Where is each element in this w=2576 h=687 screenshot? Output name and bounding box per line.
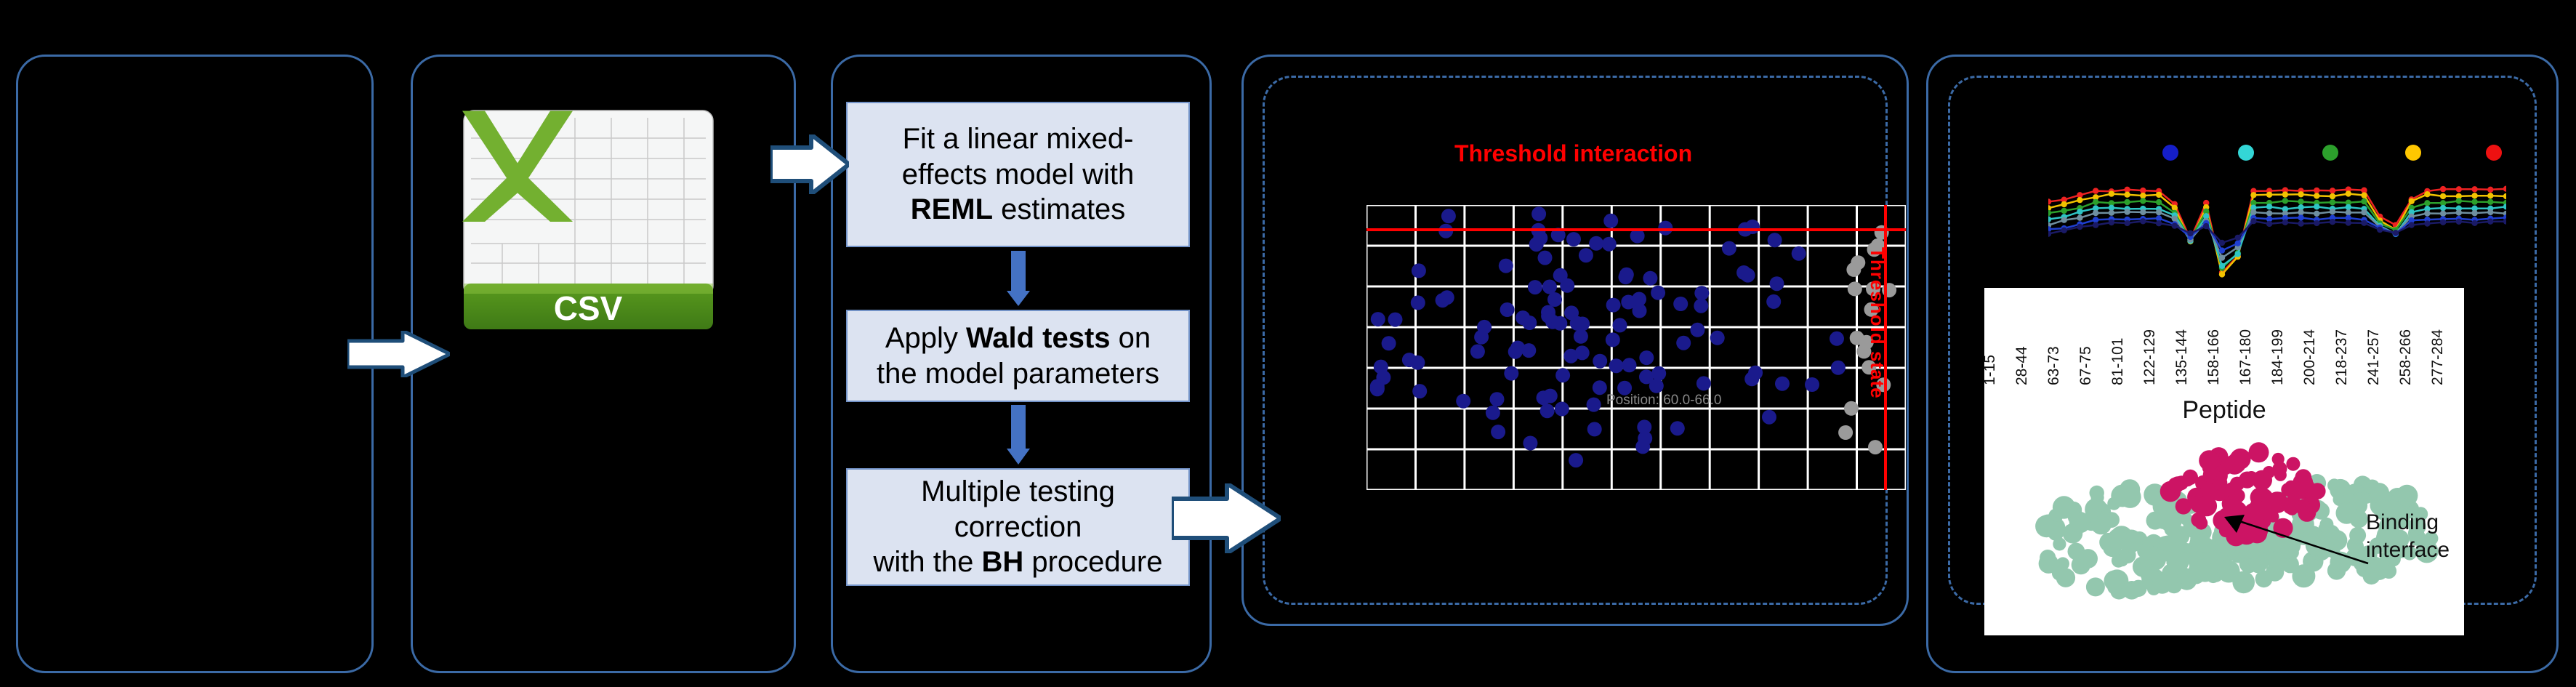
svg-text:CSV: CSV: [554, 289, 623, 327]
